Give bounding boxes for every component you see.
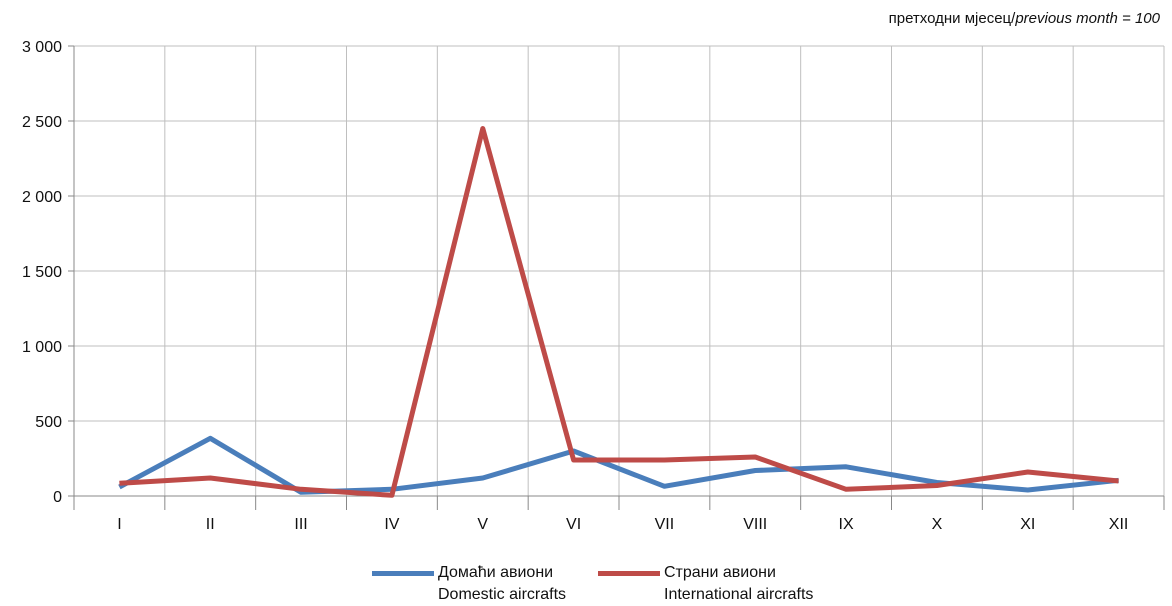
x-tick-label: XII [1109,516,1129,533]
x-tick-label: IV [384,516,399,533]
y-tick-label: 500 [35,414,62,431]
x-tick-label: IX [839,516,854,533]
x-tick-label: X [932,516,943,533]
x-tick-label: II [206,516,215,533]
legend-label-international-line1: Страни авиони [664,564,776,581]
x-tick-label: VII [655,516,675,533]
x-tick-label: XI [1020,516,1035,533]
legend-label-domestic-line1: Домаћи авиони [438,564,554,581]
y-axis-ticks: 0 500 1 000 1 500 2 000 2 500 3 000 [22,39,74,506]
series-line-international [119,126,1119,498]
y-tick-label: 3 000 [22,39,62,56]
legend-label-international: Страни авиони International aircrafts [664,562,813,606]
legend-swatch-international [598,571,660,576]
note-prefix: претходни мјесец/ [888,10,1016,27]
y-tick-label: 1 000 [22,339,62,356]
legend-label-international-line2: International aircrafts [664,586,814,603]
x-tick-label: III [294,516,307,533]
x-axis-ticks: I II III IV V VI VII VIII IX X XI XII [73,496,1165,533]
legend-label-domestic-line2: Domestic aircrafts [438,586,567,603]
y-tick-label: 0 [53,489,62,506]
y-tick-label: 1 500 [22,264,62,281]
chart-note: претходни мјесец/previous month = 100 [889,10,1160,27]
x-tick-label: V [477,516,488,533]
y-tick-label: 2 500 [22,114,62,131]
x-tick-label: VI [566,516,581,533]
grid [74,45,1165,496]
note-italic: previous month = 100 [1015,10,1160,27]
y-tick-label: 2 000 [22,189,62,206]
x-tick-label: I [117,516,121,533]
legend-label-domestic: Домаћи авиони Domestic aircrafts [438,562,566,606]
series-lines [118,126,1119,498]
x-tick-label: VIII [743,516,767,533]
legend-swatch-domestic [372,571,434,576]
